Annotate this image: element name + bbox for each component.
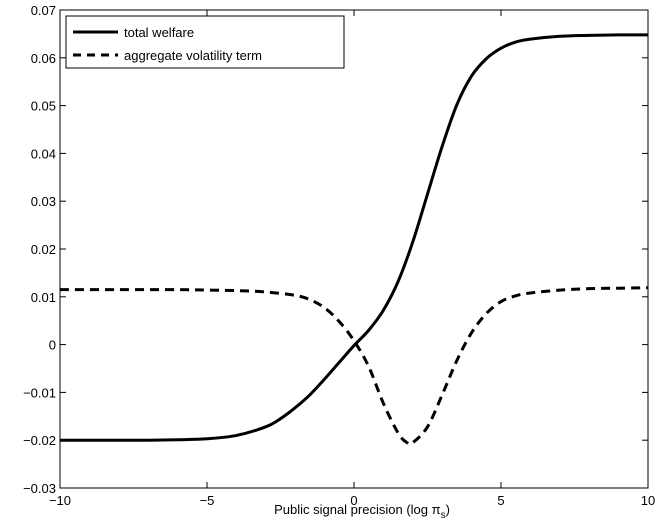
x-tick-label: −5 <box>200 493 215 508</box>
y-tick-label: 0.07 <box>31 3 56 18</box>
y-tick-label: −0.03 <box>23 481 56 496</box>
y-tick-label: 0.03 <box>31 194 56 209</box>
y-tick-label: 0.05 <box>31 99 56 114</box>
plot-frame <box>59 9 649 489</box>
x-axis-label-main: Public signal precision (log π <box>274 502 441 517</box>
legend-box <box>65 15 345 69</box>
y-tick-label: 0.02 <box>31 242 56 257</box>
series-line-total-welfare <box>59 33 649 442</box>
x-tick-label: 5 <box>497 493 504 508</box>
x-axis-label: Public signal precision (log πs) <box>274 502 450 521</box>
series-line-aggregate-volatility-term <box>59 286 649 446</box>
y-tick-label: 0.06 <box>31 51 56 66</box>
x-tick-label: −10 <box>49 493 71 508</box>
tick-layer: −10 −5 0 5 10 −0.03 −0.02 −0.01 0 0.01 0.02 0.03 0.0… <box>23 3 655 508</box>
series-layer <box>59 33 649 446</box>
y-tick-label: −0.01 <box>23 385 56 400</box>
legend-label-aggregate-volatility-term: aggregate volatility term <box>124 48 262 63</box>
x-axis-label-close: ) <box>446 502 450 517</box>
plot-area-border <box>59 9 649 489</box>
y-tick-label: 0 <box>49 338 56 353</box>
legend-label-total-welfare: total welfare <box>124 25 194 40</box>
x-tick-label: 0 <box>350 493 357 508</box>
y-tick-label: −0.02 <box>23 433 56 448</box>
y-tick-label: 0.01 <box>31 290 56 305</box>
legend: total welfare aggregate volatility term <box>65 15 345 69</box>
y-tick-label: 0.04 <box>31 146 56 161</box>
x-axis-label-subscript: s <box>441 510 446 521</box>
x-tick-label: 10 <box>641 493 655 508</box>
